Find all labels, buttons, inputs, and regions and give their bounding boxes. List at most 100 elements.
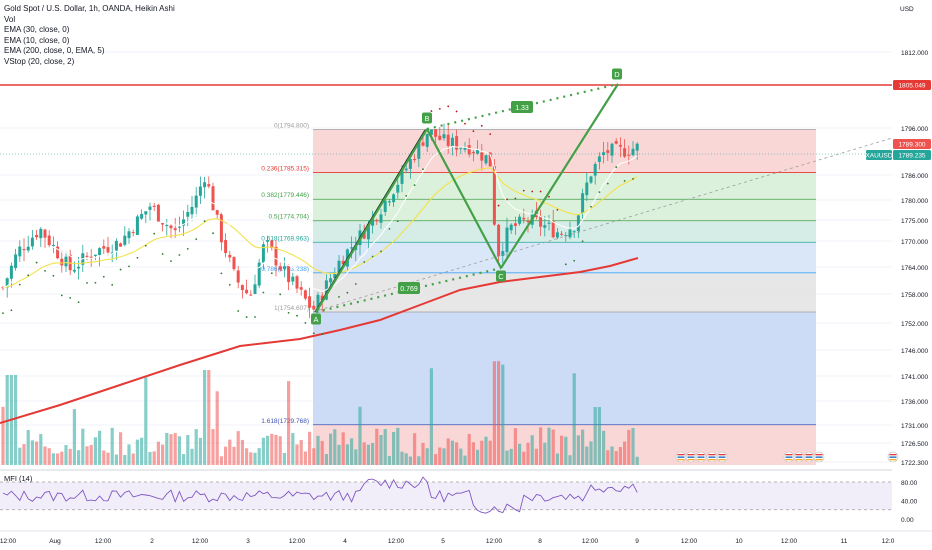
- mfi-pane: [0, 469, 892, 514]
- fib-label-0.236: 0.236(1785.315): [261, 166, 309, 173]
- legend-vstop[interactable]: VStop (20, close, 2): [4, 56, 75, 66]
- point-label-C: C: [498, 272, 504, 281]
- legend-vol[interactable]: Vol: [4, 14, 16, 24]
- vstop-dot: [590, 205, 592, 208]
- currency-label: USD: [900, 6, 914, 13]
- vstop-dot: [94, 281, 97, 284]
- legend-ema-200[interactable]: EMA (200, close, 0, EMA, 5): [4, 46, 105, 55]
- volume-bar: [215, 391, 219, 465]
- candle: [26, 235, 30, 253]
- volume-bar: [379, 434, 383, 465]
- leg-cd: [500, 83, 619, 269]
- legend-ema-10[interactable]: EMA (10, close, 0): [4, 35, 70, 45]
- volume-bar: [173, 433, 177, 465]
- volume-bar: [26, 429, 30, 465]
- candle: [476, 140, 480, 155]
- candle: [35, 229, 39, 240]
- volume-bar: [287, 381, 291, 465]
- volume-bar: [270, 433, 274, 465]
- time-tick-label: 12:00: [95, 538, 112, 545]
- vstop-dot: [388, 227, 391, 230]
- price-tick-label: 1770.000: [901, 239, 928, 246]
- volume-bar: [110, 427, 114, 465]
- volume-bar: [450, 440, 454, 465]
- vstop-dot: [119, 268, 122, 271]
- time-tick-label: 12:00: [582, 538, 599, 545]
- volume-bar: [228, 439, 232, 465]
- volume-bar: [476, 449, 480, 465]
- ema-200-line: [0, 257, 639, 424]
- candle: [219, 211, 223, 251]
- candle: [98, 247, 102, 267]
- symbol-title[interactable]: Gold Spot / U.S. Dollar, 1h, OANDA, Heik…: [4, 4, 175, 13]
- candle: [299, 281, 303, 296]
- volume-bar: [534, 448, 538, 465]
- vstop-dot: [615, 166, 618, 168]
- volume-bar: [131, 453, 135, 465]
- volume-bar: [320, 440, 324, 465]
- candle: [211, 182, 215, 211]
- candle: [614, 138, 618, 145]
- vstop-dot: [27, 274, 30, 277]
- volume-bar: [396, 427, 400, 465]
- candle: [127, 228, 131, 244]
- volume-bar: [484, 436, 488, 465]
- price-tag-resistance: [893, 80, 931, 90]
- volume-bar: [18, 447, 22, 465]
- economic-event-icon: [716, 451, 728, 463]
- candle: [22, 238, 26, 262]
- candle: [198, 176, 202, 205]
- volume-bar: [555, 453, 559, 465]
- volume-bar: [72, 409, 76, 465]
- candle: [161, 222, 165, 232]
- time-tick-label: 11: [841, 538, 848, 545]
- candle: [392, 193, 396, 207]
- point-badge-C: [496, 270, 506, 282]
- volume-bar: [102, 450, 106, 465]
- candle: [215, 209, 219, 220]
- candle: [68, 249, 72, 276]
- candle: [119, 242, 123, 247]
- vstop-dot: [522, 189, 525, 192]
- vstop-dot: [363, 261, 366, 263]
- candle: [148, 202, 152, 221]
- economic-event-icon: [685, 451, 697, 463]
- legend-ema-30[interactable]: EMA (30, close, 0): [4, 25, 70, 34]
- volume-bar: [429, 368, 433, 465]
- volume-bar: [463, 455, 467, 465]
- vstop-dot: [598, 191, 601, 193]
- volume-bar: [47, 448, 51, 465]
- vstop-dot: [44, 269, 46, 272]
- candle: [64, 251, 68, 272]
- candle: [9, 262, 13, 288]
- volume-bar: [56, 453, 60, 465]
- candle: [165, 218, 169, 236]
- time-tick-label: 12:00: [0, 538, 17, 545]
- candle: [606, 141, 610, 161]
- volume-bar: [509, 448, 513, 465]
- volume-bar: [203, 370, 207, 465]
- vstop-dot: [111, 284, 114, 286]
- candle: [18, 240, 22, 262]
- candle: [295, 274, 299, 293]
- candle: [547, 214, 551, 231]
- volume-bar: [51, 453, 55, 465]
- vstop-dot: [77, 301, 80, 304]
- price-tick-label: 1722.300: [901, 460, 928, 467]
- mfi-legend[interactable]: MFI (14): [4, 474, 33, 483]
- price-tag-label: 1789.300: [898, 142, 925, 149]
- candle: [375, 218, 379, 226]
- volume-bar: [446, 438, 450, 465]
- candle: [156, 203, 160, 223]
- volume-bar: [522, 451, 526, 465]
- candle: [564, 231, 568, 242]
- candle: [249, 290, 253, 296]
- volume-bar: [572, 373, 576, 465]
- volume-bar: [81, 428, 85, 465]
- candle: [77, 257, 81, 280]
- volume-bar: [417, 456, 421, 465]
- time-tick-label: 10: [735, 538, 743, 545]
- volume-bar: [303, 451, 307, 465]
- time-tick-label: 12:00: [486, 538, 503, 545]
